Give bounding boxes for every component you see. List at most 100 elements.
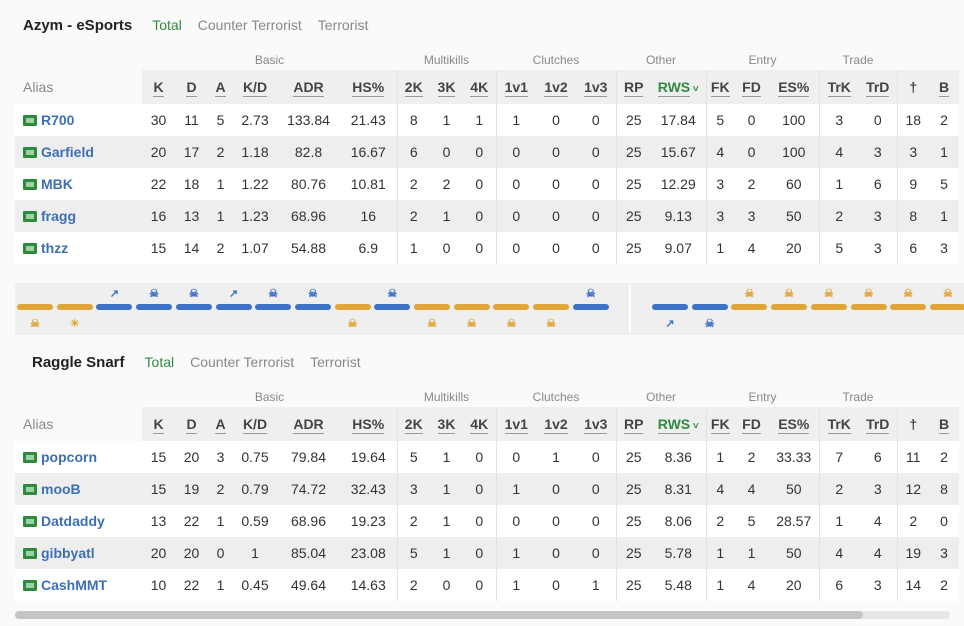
- round-bar-ct[interactable]: [652, 304, 688, 310]
- player-alias-cell[interactable]: R700: [15, 104, 142, 136]
- column-header-c2[interactable]: 1v2: [536, 70, 576, 104]
- horizontal-scrollbar[interactable]: [15, 611, 950, 619]
- column-header-c3[interactable]: 1v3: [576, 70, 616, 104]
- player-alias[interactable]: R700: [41, 112, 75, 128]
- column-header-a[interactable]: A: [208, 407, 233, 441]
- column-header-c2[interactable]: 1v2: [536, 407, 576, 441]
- player-alias-cell[interactable]: Datdaddy: [15, 505, 142, 537]
- column-header-fk[interactable]: FK: [705, 407, 734, 441]
- tab-terrorist[interactable]: Terrorist: [310, 354, 361, 370]
- round-bar-ct[interactable]: [374, 304, 411, 310]
- player-alias[interactable]: CashMMT: [41, 577, 108, 593]
- round-bar-t[interactable]: [493, 304, 530, 310]
- column-header-k2[interactable]: 2K: [396, 407, 430, 441]
- player-alias-cell[interactable]: popcorn: [15, 441, 142, 473]
- stat-fd: 2: [734, 168, 769, 200]
- column-header-es[interactable]: ES%: [769, 70, 819, 104]
- column-header-k3[interactable]: 3K: [430, 407, 463, 441]
- column-header-rp[interactable]: RP: [615, 70, 651, 104]
- round-bar-ct[interactable]: [215, 304, 252, 310]
- player-alias-cell[interactable]: Garfield: [15, 136, 142, 168]
- column-header-c3[interactable]: 1v3: [576, 407, 616, 441]
- column-header-k2[interactable]: 2K: [396, 70, 430, 104]
- round-bar-ct[interactable]: [255, 304, 292, 310]
- player-alias-cell[interactable]: gibbyatl: [15, 537, 142, 569]
- player-alias[interactable]: MBK: [41, 176, 73, 192]
- player-alias-cell[interactable]: CashMMT: [15, 569, 142, 601]
- round-bar-t[interactable]: [890, 304, 927, 310]
- tab-counter-terrorist[interactable]: Counter Terrorist: [197, 17, 302, 33]
- round-bar-t[interactable]: [17, 304, 53, 310]
- player-alias[interactable]: Datdaddy: [41, 513, 105, 529]
- column-header-k[interactable]: K: [142, 70, 175, 104]
- column-header-k3[interactable]: 3K: [430, 70, 463, 104]
- column-header-hs[interactable]: HS%: [340, 407, 397, 441]
- player-alias[interactable]: mooB: [41, 481, 81, 497]
- column-header-trk[interactable]: TrK: [818, 70, 859, 104]
- column-header-label: FD: [742, 416, 761, 434]
- column-header-adr[interactable]: ADR: [277, 70, 340, 104]
- column-header-kd[interactable]: K/D: [233, 407, 277, 441]
- player-alias[interactable]: gibbyatl: [41, 545, 95, 561]
- player-alias-cell[interactable]: fragg: [15, 200, 142, 232]
- column-header-trd[interactable]: TrD: [859, 407, 897, 441]
- column-header-k4[interactable]: 4K: [463, 70, 496, 104]
- round-bar-ct[interactable]: [294, 304, 331, 310]
- round-bar-ct[interactable]: [136, 304, 173, 310]
- column-header-rws[interactable]: RWS ˅: [651, 70, 706, 104]
- column-header-ex2[interactable]: B: [929, 70, 959, 104]
- column-header-fk[interactable]: FK: [705, 70, 734, 104]
- round-bar-t[interactable]: [771, 304, 808, 310]
- round-bar-t[interactable]: [533, 304, 570, 310]
- tab-total[interactable]: Total: [144, 354, 175, 370]
- table-row: MBK 22 18 1 1.22 80.76 10.81 2 2 0 0 0 0 25 12.29 3 2 60 1…: [15, 168, 959, 200]
- player-alias[interactable]: fragg: [41, 208, 76, 224]
- column-header-ex1[interactable]: †: [896, 407, 929, 441]
- column-header-hs[interactable]: HS%: [340, 70, 397, 104]
- player-alias-cell[interactable]: MBK: [15, 168, 142, 200]
- column-header-d[interactable]: D: [175, 70, 208, 104]
- player-alias[interactable]: thzz: [41, 240, 69, 256]
- stat-hs: 16.67: [340, 136, 397, 168]
- column-header-ex1[interactable]: †: [896, 70, 929, 104]
- column-header-adr[interactable]: ADR: [277, 407, 340, 441]
- round-bar-ct[interactable]: [175, 304, 212, 310]
- column-header-fd[interactable]: FD: [734, 407, 769, 441]
- column-header-a[interactable]: A: [208, 70, 233, 104]
- column-header-d[interactable]: D: [175, 407, 208, 441]
- round-bar-t[interactable]: [56, 304, 93, 310]
- round-bar-t[interactable]: [453, 304, 490, 310]
- column-header-rp[interactable]: RP: [615, 407, 651, 441]
- tab-counter-terrorist[interactable]: Counter Terrorist: [190, 354, 295, 370]
- stat-a: 1: [208, 200, 233, 232]
- round-bar-t[interactable]: [334, 304, 371, 310]
- round-bar-t[interactable]: [929, 304, 964, 310]
- column-header-trk[interactable]: TrK: [818, 407, 859, 441]
- column-header-c1[interactable]: 1v1: [495, 407, 536, 441]
- player-alias[interactable]: popcorn: [41, 449, 97, 465]
- column-header-rws[interactable]: RWS ˅: [651, 407, 706, 441]
- column-header-c1[interactable]: 1v1: [495, 70, 536, 104]
- column-header-fd[interactable]: FD: [734, 70, 769, 104]
- round-bar-ct[interactable]: [572, 304, 609, 310]
- stat-trd: 6: [859, 168, 897, 200]
- column-header-k[interactable]: K: [142, 407, 175, 441]
- round-bar-t[interactable]: [414, 304, 450, 310]
- round-bar-t[interactable]: [850, 304, 887, 310]
- round-bar-t[interactable]: [731, 304, 768, 310]
- scrollbar-thumb[interactable]: [15, 611, 863, 619]
- player-alias-cell[interactable]: mooB: [15, 473, 142, 505]
- round-bar-ct[interactable]: [691, 304, 728, 310]
- tab-terrorist[interactable]: Terrorist: [317, 17, 369, 33]
- column-header-trd[interactable]: TrD: [859, 70, 897, 104]
- round-bar-ct[interactable]: [96, 304, 133, 310]
- round-bar-t[interactable]: [810, 304, 847, 310]
- column-header-k4[interactable]: 4K: [463, 407, 496, 441]
- column-header-es[interactable]: ES%: [769, 407, 819, 441]
- column-header-kd[interactable]: K/D: [233, 70, 277, 104]
- player-alias[interactable]: Garfield: [41, 144, 94, 160]
- column-header-ex2[interactable]: B: [929, 407, 959, 441]
- stat-c1: 0: [495, 200, 536, 232]
- player-alias-cell[interactable]: thzz: [15, 232, 142, 264]
- tab-total[interactable]: Total: [152, 17, 182, 33]
